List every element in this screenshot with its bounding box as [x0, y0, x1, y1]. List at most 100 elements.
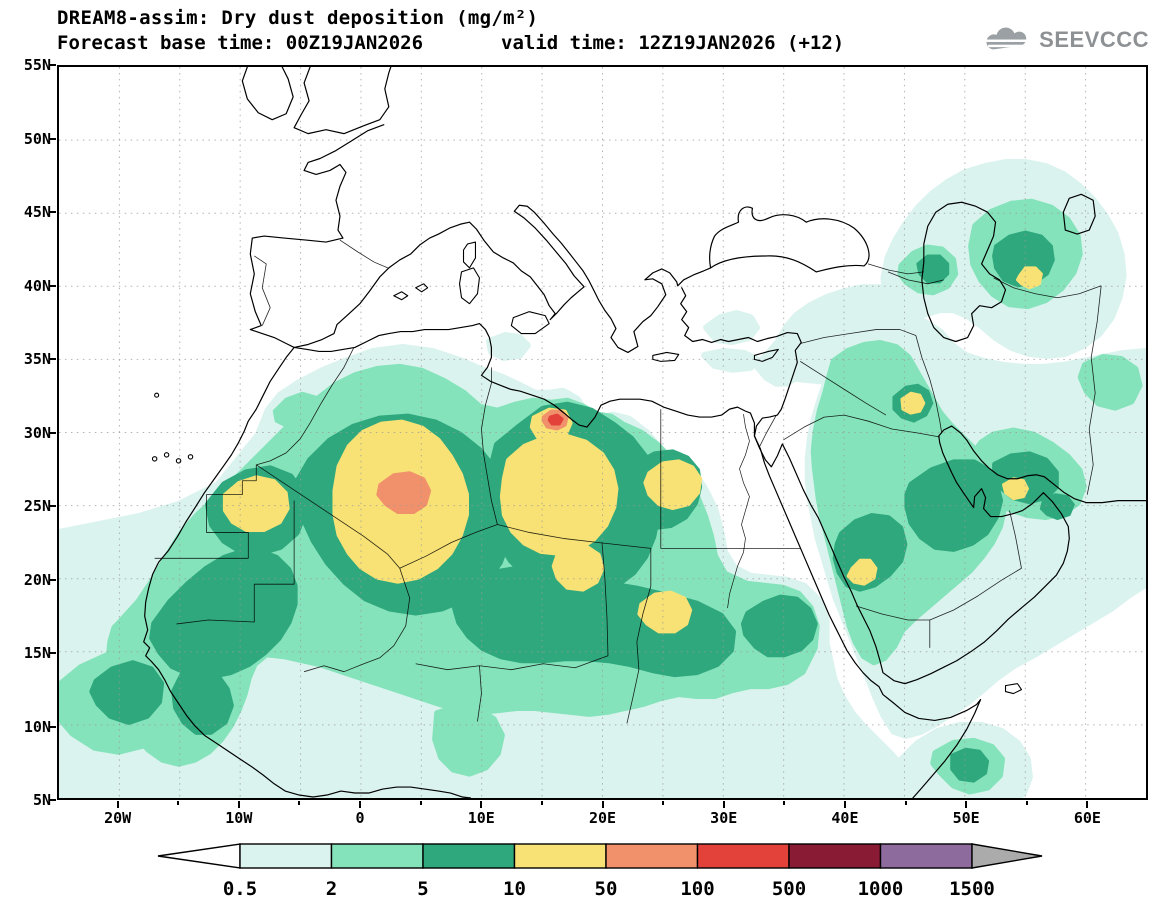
- border-france-spain: [339, 239, 388, 269]
- colorbar-arrow-below-min: [157, 843, 241, 869]
- y-tick-label: 15N: [23, 644, 51, 662]
- border-saudi-yemen: [855, 605, 931, 648]
- x-minor-tick-mark: [662, 801, 665, 805]
- coastline-europe: [249, 124, 712, 354]
- border-algeria-libya-tunisia: [481, 367, 498, 525]
- dust-region-level6: [547, 413, 564, 426]
- plot-titles: DREAM8-assim: Dry dust deposition (mg/m²…: [57, 7, 844, 54]
- colorbar-label: 100: [680, 878, 714, 900]
- dust-region-level4: [900, 391, 926, 415]
- border-syria-iraq: [800, 361, 887, 416]
- x-tick-label: 0: [355, 809, 365, 827]
- islands-layer: [151, 241, 1023, 695]
- country-borders-layer: [154, 239, 1102, 724]
- border-libya-egypt-sudan: [660, 409, 801, 549]
- border-iran-turkmenistan: [993, 277, 1102, 299]
- map-plot-area: [57, 65, 1148, 800]
- y-tick-label: 5N: [32, 791, 51, 809]
- border-nigeria-niger: [415, 655, 609, 671]
- colorbar-segment: [330, 843, 424, 869]
- dust-region-level4: [1002, 477, 1029, 501]
- colorbar-label: 500: [772, 878, 806, 900]
- coastline-ireland: [241, 67, 294, 121]
- y-tick-mark: [49, 211, 56, 213]
- y-tick-label: 30N: [23, 423, 51, 442]
- y-tick-label: 40N: [23, 276, 51, 295]
- y-tick-mark: [49, 505, 56, 507]
- forecast-base-time: Forecast base time: 00Z19JAN2026: [57, 32, 424, 54]
- y-tick-mark: [49, 64, 56, 66]
- valid-time: valid time: 12Z19JAN2026 (+12): [501, 32, 845, 54]
- x-tick-mark: [480, 801, 483, 808]
- x-tick-mark: [843, 801, 846, 808]
- border-armenia-iran: [887, 271, 944, 285]
- border-niger-chad: [601, 542, 609, 656]
- border-chad-sudan: [626, 548, 652, 724]
- y-tick-label: 50N: [23, 129, 51, 148]
- y-tick-mark: [49, 358, 56, 360]
- dust-region-level1: [485, 332, 531, 361]
- colorbar-segment: [513, 843, 607, 869]
- colorbar-segment: [696, 843, 790, 869]
- dust-region-level2: [1077, 353, 1143, 411]
- border-mali-niger-burkina: [303, 568, 411, 673]
- colorbar-label: 5: [417, 878, 428, 900]
- x-minor-tick-mark: [1025, 801, 1028, 805]
- dust-region-level4: [637, 590, 693, 634]
- x-minor-tick-mark: [177, 801, 180, 805]
- graticule-layer: [59, 67, 1146, 798]
- x-minor-tick-mark: [904, 801, 907, 805]
- island-madeira: [154, 392, 160, 398]
- coastline-anatolia-levant-arabia: [680, 287, 1146, 685]
- y-tick-label: 45N: [23, 203, 51, 221]
- cloud-icon: [984, 27, 1030, 50]
- dust-region-level4: [551, 544, 605, 592]
- colorbar-arrow-above-max: [971, 843, 1043, 869]
- colorbar-segment: [422, 843, 516, 869]
- coastline-aral-sea: [1062, 193, 1096, 235]
- colorbar-segment: [605, 843, 699, 869]
- y-tick-label: 10N: [23, 717, 51, 736]
- canary-island: [151, 456, 158, 462]
- border-caucasus: [867, 263, 924, 275]
- dust-region-level1: [701, 347, 760, 373]
- seevccc-logo-text: SEEVCCC: [1039, 27, 1149, 52]
- x-tick-mark: [965, 801, 968, 808]
- border-egypt-israel: [759, 414, 777, 448]
- x-tick-mark: [116, 801, 119, 808]
- x-tick-mark: [601, 801, 604, 808]
- dust-region-level3: [89, 660, 165, 725]
- plot-subtitle: Forecast base time: 00Z19JAN2026 valid ti…: [57, 32, 844, 54]
- colorbar-label: 0.5: [223, 878, 257, 900]
- colorbar: 0.5 2 5 10 50 100 500 1000 1500: [157, 843, 1043, 900]
- x-minor-tick-mark: [419, 801, 422, 805]
- island-crete: [652, 351, 680, 362]
- y-tick-mark: [49, 578, 56, 581]
- colorbar-label: 50: [595, 878, 618, 900]
- colorbar-label: 1000: [858, 878, 904, 900]
- x-tick-mark: [237, 801, 240, 808]
- colorbar-segment: [239, 843, 333, 869]
- y-tick-label: 55N: [23, 56, 51, 74]
- island-corsica: [462, 241, 477, 269]
- border-nigeria-benin: [477, 665, 482, 722]
- island-menorca: [415, 283, 429, 293]
- border-algeria-niger: [399, 524, 498, 569]
- y-tick-mark: [49, 431, 56, 434]
- dust-region-level3: [950, 747, 990, 783]
- island-cyprus: [753, 348, 779, 362]
- y-tick-mark: [49, 799, 56, 801]
- colorbar-label: 10: [503, 878, 526, 900]
- x-tick-mark: [359, 801, 362, 808]
- x-tick-mark: [722, 801, 725, 808]
- coastline-africa: [143, 322, 982, 798]
- dust-region-level4: [643, 459, 703, 511]
- x-tick-label: 20W: [104, 809, 132, 827]
- border-morocco-algeria: [256, 347, 355, 466]
- x-tick-label: 10W: [225, 809, 253, 827]
- coastlines-layer: [143, 67, 1146, 798]
- island-socotra: [1004, 683, 1023, 695]
- coastline-black-sea: [709, 206, 870, 273]
- y-tick-label: 25N: [23, 497, 51, 515]
